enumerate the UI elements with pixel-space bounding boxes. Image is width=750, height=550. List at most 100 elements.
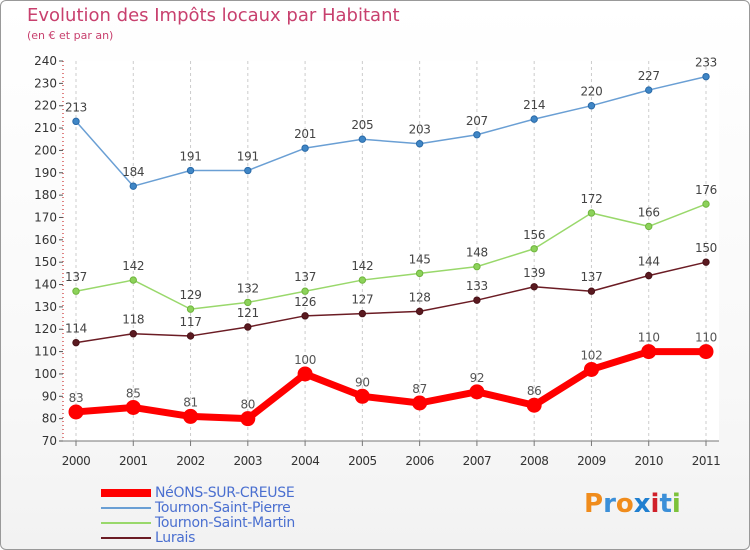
data-label: 144 (638, 255, 660, 269)
data-label: 118 (122, 313, 144, 327)
data-label: 172 (580, 192, 602, 206)
data-point (412, 395, 428, 411)
series-0: 83 85 81 80 100 90 87 92 86 102 110 110 (68, 331, 717, 427)
data-point (72, 338, 80, 347)
data-label: 114 (65, 322, 87, 336)
data-label: 133 (466, 279, 488, 293)
legend-item-neons: NéONS-SUR-CREUSE (101, 485, 401, 501)
data-label: 184 (122, 165, 144, 179)
data-point (415, 307, 424, 316)
legend-swatch-tournon-saint-martin (101, 522, 151, 524)
y-tick-label: 90 (42, 389, 57, 403)
data-point (125, 399, 141, 415)
data-label: 110 (638, 331, 660, 345)
data-label: 145 (409, 252, 431, 266)
data-label: 166 (638, 205, 660, 219)
data-label: 213 (65, 100, 87, 114)
data-point (702, 200, 710, 208)
y-tick-label: 180 (34, 188, 57, 202)
data-label: 137 (65, 270, 87, 284)
y-tick-label: 140 (34, 278, 57, 292)
data-label: 205 (351, 118, 373, 132)
data-point (526, 397, 542, 413)
y-tick-label: 150 (34, 255, 57, 269)
y-tick-label: 170 (34, 210, 57, 224)
data-label: 137 (580, 270, 602, 284)
data-label: 156 (523, 228, 545, 242)
data-point (645, 222, 653, 231)
data-label: 117 (180, 315, 202, 329)
x-tick-label: 2005 (348, 454, 377, 468)
series-line (75, 261, 707, 344)
data-point (354, 388, 370, 404)
y-tick-label: 230 (34, 76, 57, 90)
data-label: 227 (638, 69, 660, 83)
data-label: 121 (237, 306, 259, 320)
data-point (583, 361, 599, 377)
y-tick-label: 70 (42, 434, 57, 448)
data-point (72, 117, 80, 126)
x-tick-label: 2007 (463, 454, 492, 468)
legend-item-lurais: Lurais (101, 530, 401, 546)
data-point (415, 140, 424, 148)
data-point (186, 305, 195, 313)
logo-letter: i (650, 489, 660, 519)
data-label: 150 (695, 241, 717, 255)
data-label: 92 (470, 371, 485, 385)
data-point (645, 271, 653, 280)
data-point (587, 102, 596, 110)
data-label: 83 (69, 391, 84, 405)
data-point (301, 312, 309, 320)
data-point (530, 245, 538, 253)
data-label: 85 (126, 386, 141, 400)
data-label: 127 (351, 293, 373, 307)
logo-letter: i (671, 489, 681, 519)
data-point (72, 287, 80, 295)
x-tick-label: 2002 (176, 454, 205, 468)
data-point (358, 135, 367, 143)
data-point (129, 276, 137, 284)
chart-title: Evolution des Impôts locaux par Habitant (27, 5, 400, 26)
x-tick-label: 2006 (405, 454, 434, 468)
legend-swatch-neons (101, 489, 151, 497)
data-point (587, 287, 596, 295)
data-point (530, 283, 538, 291)
data-label: 102 (580, 348, 602, 362)
data-label: 176 (695, 183, 717, 197)
series-line (75, 75, 707, 187)
y-tick-label: 120 (34, 322, 57, 336)
data-label: 137 (294, 270, 316, 284)
data-label: 90 (355, 375, 370, 389)
data-label: 201 (294, 127, 316, 141)
data-label: 203 (409, 123, 431, 137)
line-chart: 7080901001101201301401501601701801902002… (34, 54, 721, 468)
data-point (530, 115, 538, 123)
y-tick-label: 190 (34, 166, 57, 180)
data-label: 139 (523, 266, 545, 280)
data-label: 81 (183, 395, 198, 409)
x-tick-label: 2010 (634, 454, 663, 468)
logo-letter: x (633, 489, 651, 519)
data-point (587, 209, 596, 217)
legend-item-tournon-saint-martin: Tournon-Saint-Martin (101, 515, 401, 531)
x-tick-label: 2009 (577, 454, 606, 468)
data-point (645, 86, 653, 94)
logo-letter: t (659, 489, 672, 519)
data-label: 142 (122, 259, 144, 273)
data-point (358, 309, 367, 318)
x-tick-label: 2000 (62, 454, 91, 468)
x-tick-label: 2011 (692, 454, 721, 468)
y-tick-label: 240 (34, 54, 57, 68)
data-label: 86 (527, 384, 542, 398)
data-point (702, 258, 710, 266)
data-label: 142 (351, 259, 373, 273)
data-point (415, 269, 424, 278)
y-tick-label: 160 (34, 233, 57, 247)
x-tick-label: 2001 (119, 454, 148, 468)
series-1: 213 184 191 191 201 205 203 207 214 220 227 233 (65, 56, 717, 190)
proxiti-logo: Proxiti (584, 489, 681, 519)
data-point (244, 298, 252, 307)
series-line (75, 203, 707, 310)
legend-swatch-lurais (101, 537, 151, 539)
